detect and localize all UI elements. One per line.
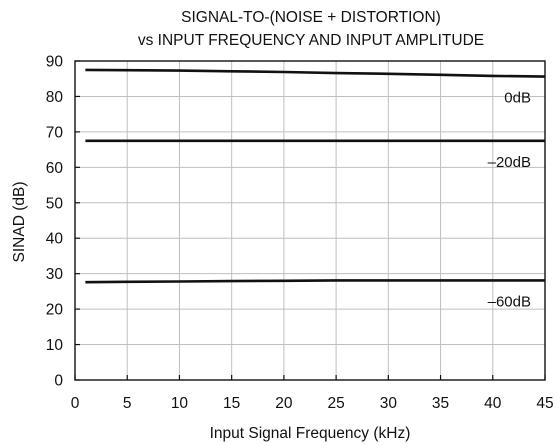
y-tick-label: 10 — [46, 337, 64, 354]
series-layer — [85, 68, 546, 284]
x-tick-label: 45 — [536, 395, 553, 412]
x-tick-label: 15 — [223, 395, 240, 412]
series-line-2 — [85, 279, 545, 284]
y-axis-label: SINAD (dB) — [11, 182, 28, 263]
y-tick-label: 90 — [46, 54, 64, 71]
series-label-0: 0dB — [504, 90, 531, 107]
x-tick-label: 25 — [327, 395, 344, 412]
chart-title-line-2: vs INPUT FREQUENCY AND INPUT AMPLITUDE — [138, 32, 484, 49]
y-tick-label: 40 — [46, 231, 64, 248]
x-tick-label: 10 — [171, 395, 189, 412]
x-tick-label: 5 — [123, 395, 132, 412]
chart-title-line-1: SIGNAL-TO-(NOISE + DISTORTION) — [181, 9, 441, 26]
series-line-0 — [85, 68, 546, 78]
plot-frame — [74, 60, 546, 381]
y-tick-label: 20 — [46, 302, 64, 319]
y-tick-label: 30 — [46, 266, 64, 283]
x-tick-label: 30 — [380, 395, 398, 412]
grid-layer — [75, 61, 545, 380]
y-tick-label: 50 — [46, 195, 64, 212]
y-tick-label: 60 — [46, 160, 64, 177]
series-label-2: –60dB — [488, 293, 531, 310]
x-tick-label: 0 — [71, 395, 80, 412]
x-tick-label: 20 — [275, 395, 293, 412]
x-tick-label: 40 — [484, 395, 502, 412]
labels-layer: 0dB –20dB –60dB — [488, 90, 531, 311]
y-tick-label: 70 — [46, 124, 64, 141]
axes-layer: 0 5 10 15 20 25 30 35 40 45 0 10 20 30 40 50 60 70 80 90 — [46, 54, 554, 413]
x-axis-label: Input Signal Frequency (kHz) — [210, 425, 411, 442]
y-tick-label: 80 — [46, 89, 64, 106]
series-label-1: –20dB — [488, 154, 531, 171]
x-tick-label: 35 — [432, 395, 449, 412]
y-tick-label: 0 — [54, 373, 63, 390]
